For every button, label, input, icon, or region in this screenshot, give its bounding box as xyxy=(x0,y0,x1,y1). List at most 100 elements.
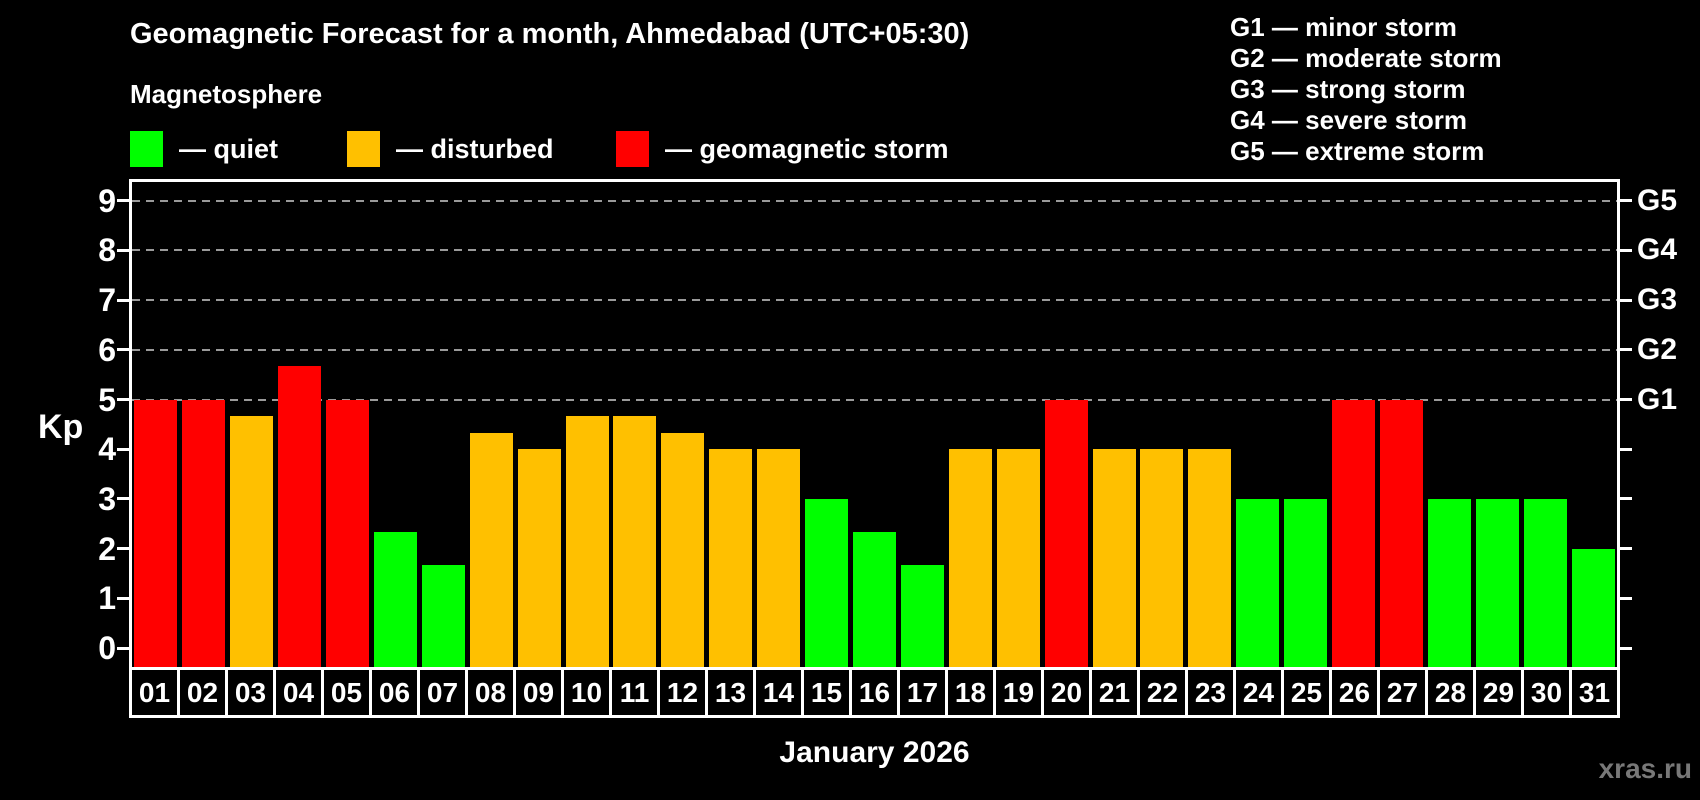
day-label-19: 19 xyxy=(996,670,1044,715)
g-scale-line-g1: G1 — minor storm xyxy=(1230,12,1457,42)
quiet-color-swatch xyxy=(130,131,163,167)
y-tick-label-0: 0 xyxy=(98,630,116,666)
bar-day-26 xyxy=(1332,399,1376,667)
g-scale-line-g5: G5 — extreme storm xyxy=(1230,136,1485,166)
y-axis-title: Kp xyxy=(38,408,84,446)
g-scale-line-g4: G4 — severe storm xyxy=(1230,105,1468,135)
legend-item-disturbed: — disturbed xyxy=(347,131,554,167)
gridline-kp7 xyxy=(132,299,1617,302)
watermark: xras.ru xyxy=(1598,753,1692,784)
y-tick-mark-right-5 xyxy=(1620,398,1632,401)
day-label-11: 11 xyxy=(612,670,660,715)
bar-day-27 xyxy=(1379,399,1423,667)
y-tick-mark-left-7 xyxy=(117,298,129,302)
bar-day-20 xyxy=(1044,399,1088,667)
y-tick-label-8: 8 xyxy=(98,232,116,269)
y-tick-mark-left-9 xyxy=(117,199,129,203)
bar-day-07 xyxy=(421,565,465,667)
chart-subtitle: Magnetosphere xyxy=(130,79,323,109)
day-label-24: 24 xyxy=(1236,670,1284,715)
y-tick-label-6: 6 xyxy=(98,331,116,368)
y-tick-mark-right-9 xyxy=(1620,199,1632,203)
bar-day-15 xyxy=(805,498,849,667)
y-tick-mark-right-1 xyxy=(1620,596,1632,600)
bar-day-10 xyxy=(565,415,609,667)
right-axis-label-g1: G1 xyxy=(1637,382,1678,416)
legend-item-label: — geomagnetic storm xyxy=(665,133,949,164)
bar-day-29 xyxy=(1475,498,1519,667)
bar-day-23 xyxy=(1188,449,1232,667)
y-tick-label-5: 5 xyxy=(98,381,116,418)
plot-area: 0 1 2 3 4 5 6 7 8 9 G1 G2 G3 G4 G5 xyxy=(98,179,1677,670)
gridline-kp6 xyxy=(132,348,1617,351)
y-tick-mark-right-7 xyxy=(1620,298,1632,302)
legend-item-quiet: — quiet xyxy=(130,131,278,167)
day-label-03: 03 xyxy=(228,670,276,715)
day-label-22: 22 xyxy=(1140,670,1188,715)
day-label-02: 02 xyxy=(180,670,228,715)
y-tick-mark-right-2 xyxy=(1620,547,1632,551)
legend-item-label: — disturbed xyxy=(396,133,554,164)
bar-day-01 xyxy=(134,399,178,667)
day-label-17: 17 xyxy=(900,670,948,715)
y-tick-mark-left-3 xyxy=(117,497,129,501)
bar-day-04 xyxy=(278,366,322,667)
y-tick-mark-right-6 xyxy=(1620,348,1632,352)
legend-item-storm: — geomagnetic storm xyxy=(616,131,949,167)
bar-day-17 xyxy=(900,565,944,667)
bar-day-24 xyxy=(1236,498,1280,667)
day-label-08: 08 xyxy=(468,670,516,715)
bar-day-02 xyxy=(182,399,226,667)
day-label-14: 14 xyxy=(756,670,804,715)
g-scale-line-g2: G2 — moderate storm xyxy=(1230,43,1502,73)
bar-day-21 xyxy=(1092,449,1136,667)
bar-day-30 xyxy=(1523,498,1567,667)
y-tick-label-1: 1 xyxy=(98,580,116,617)
y-tick-mark-left-5 xyxy=(117,398,129,401)
day-label-27: 27 xyxy=(1380,670,1428,715)
y-tick-mark-right-4 xyxy=(1620,447,1632,451)
x-axis-day-labels: 01 02 03 04 05 06 07 08 09 10 11 12 13 14 15 16 17 18 19 20… xyxy=(129,670,1620,718)
y-tick-label-9: 9 xyxy=(98,182,116,219)
day-label-12: 12 xyxy=(660,670,708,715)
bar-day-19 xyxy=(996,449,1040,667)
g-scale-legend: G1 — minor storm G2 — moderate storm G3 … xyxy=(1230,12,1502,167)
day-label-09: 09 xyxy=(516,670,564,715)
y-tick-mark-right-0 xyxy=(1620,646,1632,650)
bar-day-11 xyxy=(613,415,657,667)
day-label-16: 16 xyxy=(852,670,900,715)
right-axis-label-g4: G4 xyxy=(1637,233,1678,267)
y-tick-mark-left-1 xyxy=(117,596,129,600)
gridline-kp9 xyxy=(132,199,1617,202)
y-tick-mark-right-3 xyxy=(1620,497,1632,501)
bar-day-28 xyxy=(1427,498,1471,667)
bar-day-25 xyxy=(1284,498,1328,667)
y-tick-label-4: 4 xyxy=(98,431,116,468)
bar-day-16 xyxy=(853,532,896,667)
day-label-25: 25 xyxy=(1284,670,1332,715)
gridline-kp5 xyxy=(132,398,1617,401)
y-tick-mark-left-6 xyxy=(117,348,129,352)
day-label-29: 29 xyxy=(1476,670,1524,715)
g-scale-line-g3: G3 — strong storm xyxy=(1230,74,1466,104)
day-label-10: 10 xyxy=(564,670,612,715)
bar-day-13 xyxy=(709,449,753,667)
right-axis-label-g2: G2 xyxy=(1637,332,1678,366)
day-label-30: 30 xyxy=(1524,670,1572,715)
day-label-21: 21 xyxy=(1092,670,1140,715)
bar-day-22 xyxy=(1140,449,1184,667)
day-label-06: 06 xyxy=(372,670,420,715)
day-label-28: 28 xyxy=(1428,670,1476,715)
storm-color-swatch xyxy=(616,131,649,167)
y-tick-label-7: 7 xyxy=(98,282,116,319)
right-axis-label-g5: G5 xyxy=(1637,183,1678,217)
bar-day-03 xyxy=(230,415,274,667)
right-axis-label-g3: G3 xyxy=(1637,283,1678,317)
bar-day-05 xyxy=(326,399,370,667)
day-label-04: 04 xyxy=(276,670,324,715)
bar-day-08 xyxy=(469,432,513,667)
disturbed-color-swatch xyxy=(347,131,380,167)
y-tick-mark-left-2 xyxy=(117,547,129,551)
legend-item-label: — quiet xyxy=(179,133,278,164)
